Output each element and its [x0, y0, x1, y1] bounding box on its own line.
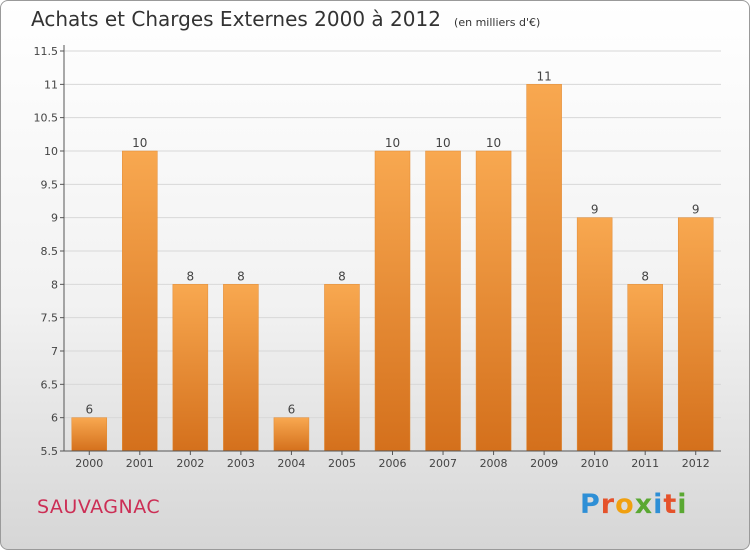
bar — [122, 150, 158, 452]
bar — [273, 417, 310, 452]
logo-letter: x — [634, 489, 654, 520]
x-tick-label: 2003 — [227, 457, 255, 470]
bar — [324, 284, 360, 452]
axes — [60, 45, 721, 455]
logo-letter: i — [653, 489, 664, 520]
y-tick-label: 8 — [51, 278, 58, 291]
x-tick-label: 2009 — [530, 457, 558, 470]
logo-letter: o — [615, 489, 635, 520]
x-tick-label: 2007 — [429, 457, 457, 470]
x-tick-label: 2011 — [631, 457, 659, 470]
bar — [425, 150, 461, 452]
bar-value-label: 8 — [237, 269, 245, 283]
y-tick-label: 7.5 — [41, 312, 59, 325]
y-tick-label: 6.5 — [41, 378, 59, 391]
bar-value-label: 10 — [385, 136, 400, 150]
y-tick-label: 10 — [44, 145, 58, 158]
bar-value-label: 10 — [486, 136, 501, 150]
x-tick-label: 2001 — [126, 457, 154, 470]
bar — [677, 217, 714, 452]
y-tick-label: 10.5 — [34, 112, 59, 125]
commune-name: SAUVAGNAC — [37, 496, 161, 518]
bar — [172, 284, 209, 452]
logo-letter: r — [600, 489, 616, 520]
bar — [526, 84, 562, 452]
x-tick-label: 2004 — [277, 457, 305, 470]
y-tick-label: 6 — [51, 412, 58, 425]
x-tick-label: 2005 — [328, 457, 356, 470]
y-tick-label: 9 — [51, 212, 58, 225]
logo-letter: P — [580, 489, 601, 520]
x-tick-label: 2002 — [176, 457, 204, 470]
proxiti-logo: Proxiti — [580, 489, 688, 520]
bar — [576, 217, 613, 452]
x-tick-label: 2000 — [75, 457, 103, 470]
bar-value-label: 11 — [536, 69, 551, 83]
y-tick-label: 11 — [44, 78, 58, 91]
y-tick-label: 9.5 — [41, 178, 59, 191]
logo-letter: t — [663, 489, 678, 520]
x-tick-label: 2006 — [379, 457, 407, 470]
bar-value-label: 10 — [435, 136, 450, 150]
bar — [374, 150, 411, 452]
chart-title: Achats et Charges Externes 2000 à 2012 — [31, 7, 441, 31]
bar-value-label: 6 — [85, 403, 93, 417]
y-tick-label: 8.5 — [41, 245, 59, 258]
bar-value-label: 8 — [187, 269, 195, 283]
bar-value-label: 9 — [692, 203, 700, 217]
bars — [71, 84, 714, 452]
x-tick-label: 2010 — [581, 457, 609, 470]
bar — [223, 284, 259, 452]
bar-value-label: 8 — [338, 269, 346, 283]
x-tick-label: 2012 — [682, 457, 710, 470]
title-row: Achats et Charges Externes 2000 à 2012 (… — [31, 7, 540, 31]
bar-value-label: 9 — [591, 203, 599, 217]
bar-value-label: 8 — [641, 269, 649, 283]
bar-value-label: 10 — [132, 136, 147, 150]
bar-value-label: 6 — [288, 403, 296, 417]
labels: 5.5 6 6.5 7 7.5 8 8.5 9 9.5 10 10.5 11 11.5 6 2000 10 20… — [34, 45, 710, 470]
bar — [475, 150, 512, 452]
bar — [71, 417, 108, 452]
y-tick-label: 5.5 — [41, 445, 59, 458]
x-tick-label: 2008 — [480, 457, 508, 470]
y-tick-label: 11.5 — [34, 45, 59, 58]
logo-letter: i — [677, 489, 688, 520]
chart-subtitle: (en milliers d'€) — [454, 16, 541, 29]
bar — [627, 284, 663, 452]
y-tick-label: 7 — [51, 345, 58, 358]
